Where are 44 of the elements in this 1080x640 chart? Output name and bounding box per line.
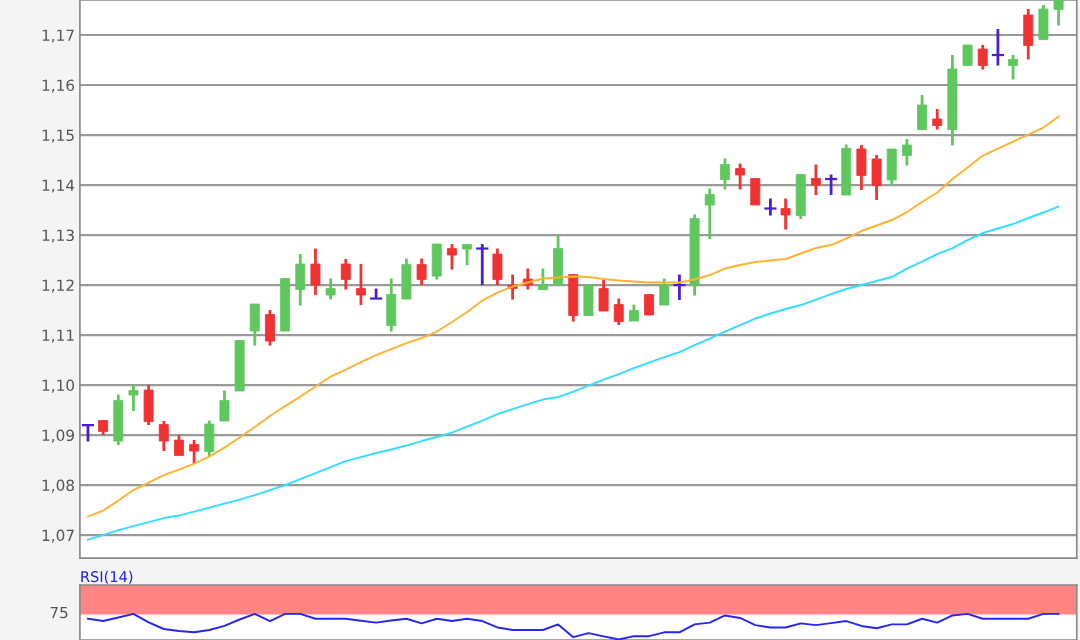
line-series: [86, 205, 1060, 541]
candlestick: [355, 262, 366, 307]
y-tick-label: 1,10: [42, 379, 75, 393]
chart-title: RSI(14): [81, 570, 133, 584]
y-tick-label: 1,07: [42, 529, 74, 543]
candlestick: [537, 267, 548, 291]
y-tick-label: 1,14: [42, 179, 75, 193]
y-tick-label: 1,16: [42, 79, 75, 93]
candlestick: [962, 43, 973, 67]
y-tick-label: 1,13: [42, 229, 74, 243]
candlestick: [901, 137, 912, 167]
y-tick-label: 1,09: [42, 429, 74, 443]
candlestick: [704, 187, 715, 241]
candlestick: [1008, 53, 1019, 81]
candlestick: [325, 277, 336, 301]
candlestick: [598, 278, 609, 313]
candlestick: [128, 383, 139, 413]
candlestick: [719, 157, 730, 191]
candlestick: [219, 389, 230, 423]
candlestick: [977, 43, 988, 71]
candlestick: [613, 297, 624, 327]
candlestick: [340, 257, 351, 291]
candlestick: [189, 438, 200, 465]
candlestick: [644, 293, 655, 317]
y-tick-label: 1,12: [42, 279, 74, 293]
candlestick: [416, 257, 427, 287]
y-tick-label: 1,08: [42, 479, 75, 493]
candlestick: [462, 243, 473, 267]
candlestick: [932, 107, 943, 131]
candlestick: [810, 163, 821, 197]
y-tick-label: 1,17: [42, 29, 74, 43]
candlestick: [735, 162, 746, 191]
candlestick: [659, 277, 670, 307]
text: 75: [50, 606, 68, 619]
candlestick: [173, 433, 184, 457]
y-tick-label: 1,15: [42, 129, 74, 143]
candlestick: [1053, 0, 1064, 27]
candlestick: [310, 247, 321, 297]
candlestick: [158, 419, 169, 453]
y-tick-label: 1,11: [42, 329, 74, 343]
candlestick: [446, 242, 457, 271]
candlestick: [780, 197, 791, 231]
candlestick: [476, 242, 489, 287]
line-series: [86, 115, 1060, 518]
